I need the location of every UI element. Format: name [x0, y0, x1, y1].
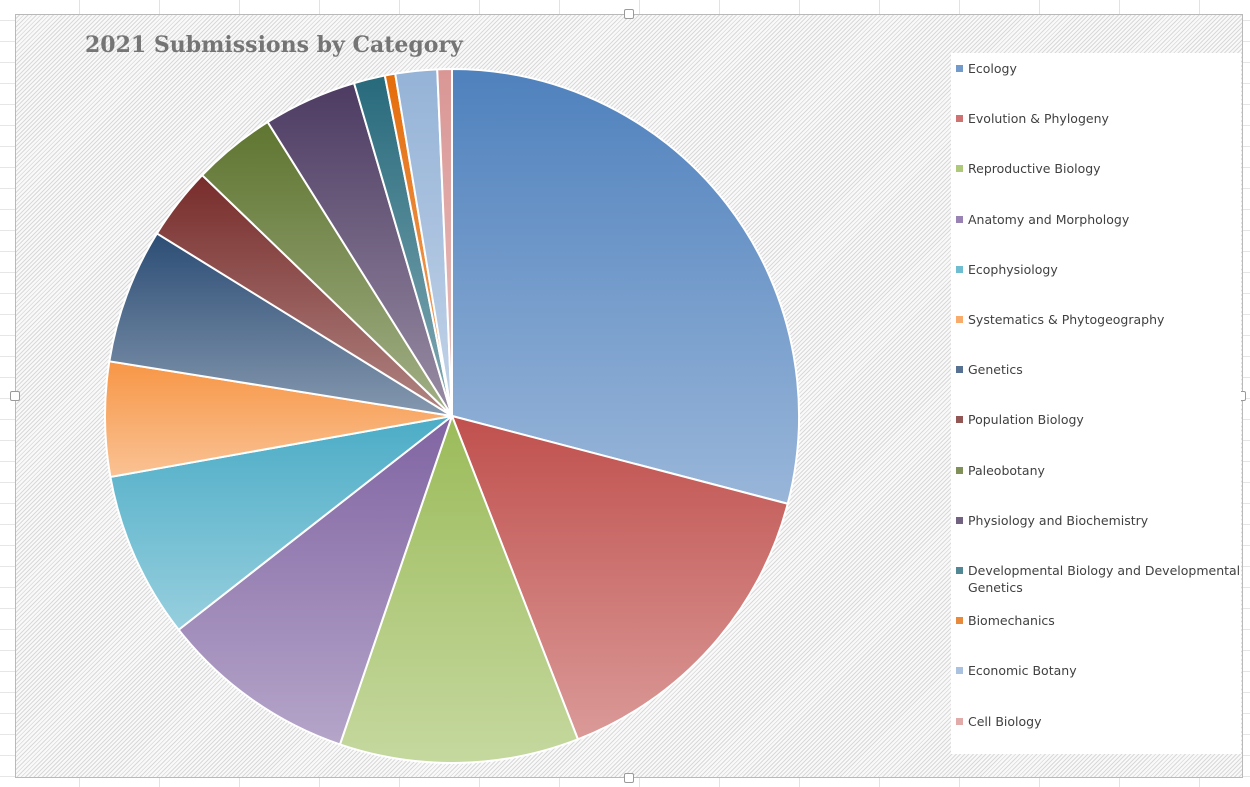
- legend-label: Anatomy and Morphology: [968, 211, 1241, 228]
- legend-label: Paleobotany: [968, 462, 1241, 479]
- legend-label: Genetics: [968, 361, 1241, 378]
- legend-label: Ecophysiology: [968, 261, 1241, 278]
- legend-label: Economic Botany: [968, 662, 1241, 679]
- legend-swatch: [956, 316, 963, 323]
- legend-label: Developmental Biology and Developmental …: [968, 562, 1241, 596]
- legend-swatch: [956, 216, 963, 223]
- legend-label: Reproductive Biology: [968, 160, 1241, 177]
- legend-swatch: [956, 617, 963, 624]
- legend-label: Systematics & Phytogeography: [968, 311, 1241, 328]
- legend-swatch: [956, 416, 963, 423]
- legend-swatch: [956, 266, 963, 273]
- legend-swatch: [956, 567, 963, 574]
- chart-legend[interactable]: Ecology Evolution & Phylogeny Reproductive…: [951, 53, 1241, 754]
- legend-swatch: [956, 366, 963, 373]
- legend-swatch: [956, 667, 963, 674]
- legend-swatch: [956, 517, 963, 524]
- legend-label: Evolution & Phylogeny: [968, 110, 1241, 127]
- legend-label: Ecology: [968, 60, 1241, 77]
- legend-label: Cell Biology: [968, 713, 1241, 730]
- legend-swatch: [956, 165, 963, 172]
- legend-swatch: [956, 65, 963, 72]
- legend-label: Physiology and Biochemistry: [968, 512, 1241, 529]
- legend-swatch: [956, 115, 963, 122]
- legend-swatch: [956, 718, 963, 725]
- legend-label: Biomechanics: [968, 612, 1241, 629]
- legend-label: Population Biology: [968, 411, 1241, 428]
- legend-swatch: [956, 467, 963, 474]
